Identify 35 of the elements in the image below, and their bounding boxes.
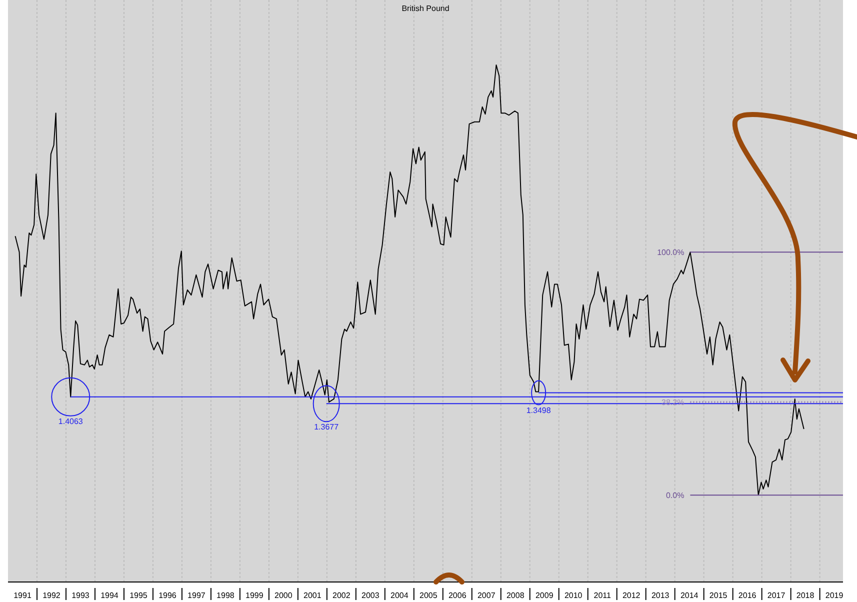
x-tick-label: 2017	[767, 591, 786, 600]
annotation: 1.3498	[526, 406, 552, 415]
x-tick-label: 2019	[825, 591, 844, 600]
series-label: 100.0%	[657, 248, 684, 258]
series-label: 0.0%	[666, 491, 684, 500]
x-tick-label: 1994	[100, 591, 119, 600]
x-tick-label: 2018	[796, 591, 815, 600]
x-tick-label: 1999	[246, 591, 264, 600]
x-tick-label: 2014	[680, 591, 699, 600]
x-tick-label: 2013	[651, 591, 670, 600]
x-tick-label: 2003	[362, 591, 380, 600]
x-tick-label: 1997	[188, 591, 206, 600]
x-tick-label: 1991	[14, 591, 32, 600]
x-tick-label: 1993	[72, 591, 90, 600]
x-tick-label: 2008	[506, 591, 525, 600]
chart-title: British Pound	[402, 4, 450, 13]
x-tick-label: 2011	[594, 591, 612, 600]
x-tick-label: 1998	[216, 591, 235, 600]
x-tick-label: 2001	[304, 591, 322, 600]
x-tick-label: 1992	[42, 591, 61, 600]
x-tick-label: 2002	[332, 591, 351, 600]
x-tick-label: 2000	[274, 591, 293, 600]
x-tick-label: 2006	[448, 591, 467, 600]
x-tick-label: 2005	[420, 591, 438, 600]
x-tick-label: 2010	[564, 591, 583, 600]
x-tick-label: 2004	[390, 591, 409, 600]
x-tick-label: 2016	[738, 591, 757, 600]
x-tick-label: 2012	[622, 591, 641, 600]
x-tick-label: 1996	[158, 591, 177, 600]
x-tick-label: 1995	[130, 591, 148, 600]
x-tick-label: 2007	[477, 591, 496, 600]
x-tick-label: 2009	[535, 591, 554, 600]
x-tick-label: 2015	[709, 591, 728, 600]
annotation: 1.3677	[314, 422, 340, 432]
annotation: 1.4063	[58, 416, 84, 426]
